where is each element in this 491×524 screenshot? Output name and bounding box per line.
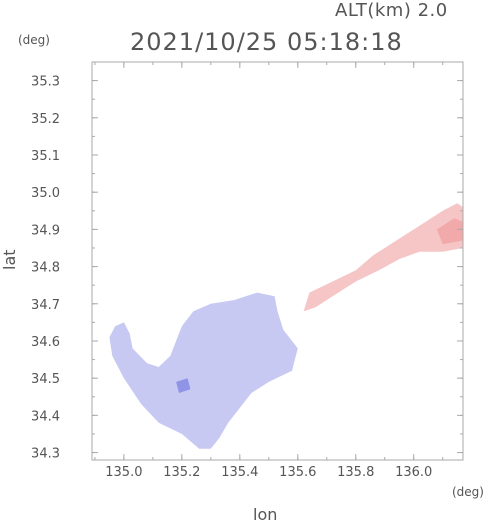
- y-axis-unit: (deg): [18, 33, 50, 47]
- x-axis-unit: (deg): [452, 485, 484, 499]
- x-tick-label: 135.6: [279, 465, 316, 480]
- region-positive-strong: [436, 218, 463, 245]
- y-tick-label: 34.4: [31, 409, 60, 424]
- x-axis-title: lon: [253, 505, 278, 524]
- x-tick-label: 135.2: [163, 465, 200, 480]
- y-tick-label: 35.0: [31, 186, 60, 201]
- data-regions: [109, 203, 463, 449]
- y-tick-label: 35.1: [31, 149, 60, 164]
- region-negative-strong: [176, 378, 191, 393]
- x-axis-ticks: 135.0 135.2 135.4 135.6 135.8 136.0: [94, 62, 444, 480]
- y-tick-label: 34.7: [31, 298, 60, 313]
- y-tick-label: 34.6: [31, 335, 60, 350]
- y-tick-label: 35.2: [31, 112, 60, 127]
- y-tick-label: 34.8: [31, 261, 60, 276]
- x-tick-label: 135.0: [105, 465, 142, 480]
- x-tick-label: 135.8: [337, 465, 374, 480]
- x-tick-label: 135.4: [221, 465, 258, 480]
- y-axis-ticks: 34.3 34.4 34.5 34.6 34.7 34.8 34.9 35.0 35.1 35.2…: [31, 61, 463, 462]
- region-negative: [109, 292, 298, 449]
- y-tick-label: 34.9: [31, 223, 60, 238]
- timestamp-title: 2021/10/25 05:18:18: [130, 28, 403, 56]
- x-tick-label: 136.0: [395, 465, 432, 480]
- region-positive: [303, 203, 463, 312]
- y-tick-label: 35.3: [31, 75, 60, 90]
- altitude-label: ALT(km) 2.0: [335, 0, 448, 21]
- y-tick-label: 34.5: [31, 372, 60, 387]
- y-tick-label: 34.3: [31, 447, 60, 462]
- plot-frame: [91, 61, 464, 461]
